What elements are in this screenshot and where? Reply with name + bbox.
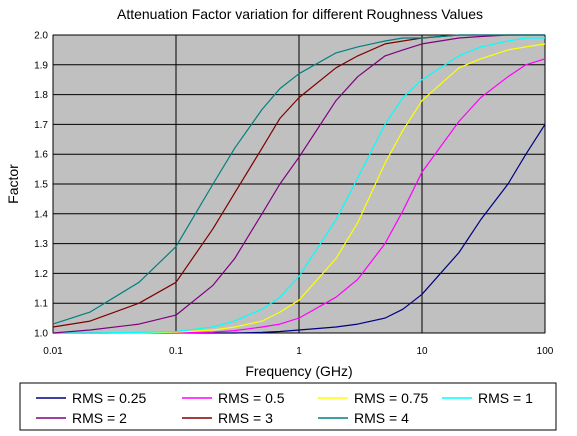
series-line-rms-4 (52, 34, 545, 325)
x-tick-label: 100 (537, 346, 554, 357)
y-tick-label: 1.7 (34, 120, 48, 131)
y-tick-label: 1.5 (34, 180, 48, 191)
legend-label-rms-0-5: RMS = 0.5 (218, 390, 285, 406)
legend-label-rms-1: RMS = 1 (478, 390, 533, 406)
series-line-rms-0-5 (53, 58, 546, 334)
x-tick-label: 0.01 (43, 346, 63, 357)
legend (19, 382, 557, 431)
x-axis-label: Frequency (GHz) (245, 363, 352, 379)
y-tick-label: 1.3 (34, 239, 48, 250)
y-tick-label: 1.9 (34, 60, 48, 71)
y-tick-label: 1.2 (34, 269, 48, 280)
x-axis-ticks: 0.01 0.1 1 10 100 (43, 346, 554, 357)
y-tick-label: 1.8 (34, 90, 48, 101)
y-tick-label: 1.4 (34, 209, 48, 220)
series-line-rms-1 (53, 37, 545, 334)
y-tick-label: 1.6 (34, 150, 48, 161)
chart-title: Attenuation Factor variation for differe… (117, 6, 483, 22)
y-axis-ticks: 1.0 1.1 1.2 1.3 1.4 1.5 1.6 1.7 1.8 1.9 2.0 (34, 31, 48, 340)
legend-label-rms-0-25: RMS = 0.25 (72, 390, 147, 406)
legend-label-rms-3: RMS = 3 (218, 410, 273, 426)
y-tick-label: 1.0 (34, 329, 48, 340)
y-tick-label: 2.0 (34, 31, 48, 42)
legend-label-rms-0-75: RMS = 0.75 (354, 390, 429, 406)
legend-label-rms-4: RMS = 4 (354, 410, 409, 426)
legend-entries: RMS = 0.25 RMS = 0.5 RMS = 0.75 RMS = 1 RMS … (36, 390, 533, 426)
series-line-rms-2 (52, 34, 545, 334)
legend-label-rms-2: RMS = 2 (72, 410, 127, 426)
series-lines (52, 34, 546, 334)
x-tick-label: 0.1 (169, 346, 183, 357)
x-tick-label: 10 (416, 346, 428, 357)
grid-lines (52, 34, 546, 334)
x-tick-label: 1 (296, 346, 302, 357)
y-axis-label: Factor (5, 164, 21, 204)
y-tick-label: 1.1 (34, 299, 48, 310)
